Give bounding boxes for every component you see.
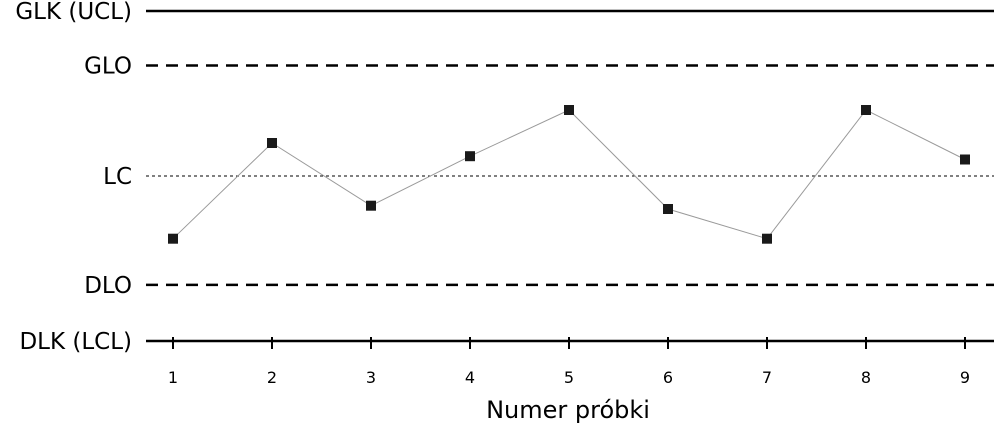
- x-tick-label-6: 6: [663, 368, 673, 387]
- x-axis-ticks: 1 2 3 4 5 6 7 8 9: [168, 337, 970, 387]
- ref-label-dlo: DLO: [84, 273, 132, 299]
- x-tick-label-3: 3: [366, 368, 376, 387]
- x-tick-label-7: 7: [762, 368, 772, 387]
- reference-lines: [146, 9, 994, 343]
- x-tick-label-8: 8: [861, 368, 871, 387]
- data-points: [168, 105, 970, 244]
- ref-label-glo: GLO: [84, 53, 132, 79]
- data-point-3: [366, 200, 376, 211]
- ref-label-lc: LC: [103, 164, 132, 190]
- data-point-9: [960, 154, 970, 165]
- ref-label-dlk-lcl: DLK (LCL): [19, 329, 132, 355]
- data-point-8: [861, 105, 871, 115]
- series-line: [172, 109, 966, 240]
- x-tick-label-9: 9: [960, 368, 970, 387]
- series-polyline: [172, 109, 966, 240]
- ref-label-glk-ucl: GLK (UCL): [15, 0, 132, 25]
- x-tick-label-4: 4: [465, 368, 475, 387]
- reference-labels: GLK (UCL) GLO LC DLO DLK (LCL): [15, 0, 132, 355]
- data-point-4: [465, 151, 475, 162]
- data-point-5: [564, 105, 574, 115]
- data-point-6: [663, 204, 673, 214]
- data-point-1: [168, 233, 178, 244]
- data-point-2: [267, 138, 277, 148]
- x-tick-label-5: 5: [564, 368, 574, 387]
- x-tick-label-1: 1: [168, 368, 178, 387]
- x-axis-label: Numer próbki: [486, 396, 650, 424]
- data-point-7: [762, 233, 772, 244]
- x-tick-label-2: 2: [267, 368, 277, 387]
